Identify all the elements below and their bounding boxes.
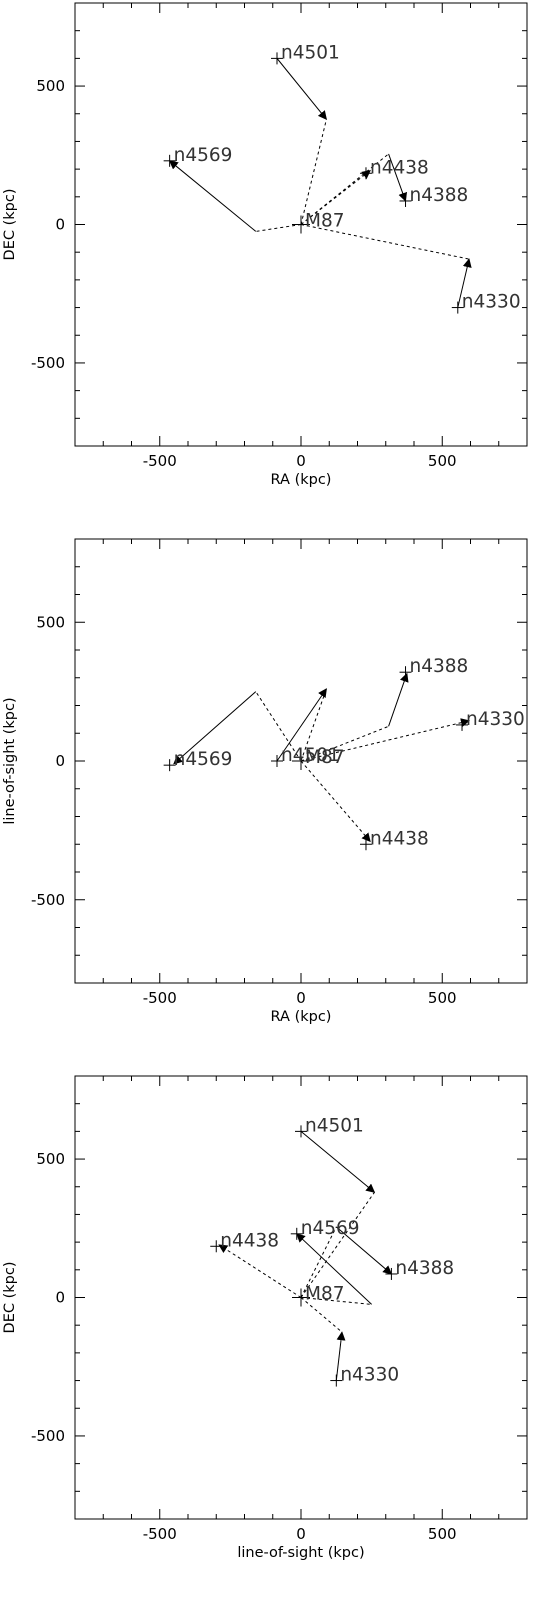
y-tick-label: 0 [55,752,65,770]
velocity-arrow [388,672,409,727]
galaxy-marker-n4501 [270,755,283,767]
velocity-arrow [300,1130,376,1193]
x-axis-title: RA (kpc) [271,472,332,488]
galaxy-marker-n4330 [330,1374,343,1387]
dashed-vector [300,169,371,225]
velocity-arrow [276,688,327,762]
dashed-vector [300,224,470,260]
x-axis-title: RA (kpc) [271,1009,332,1025]
panel-1: -500 0 500 -500 0 500 RA (kpc) DEC (kpc) M87 n450… [2,2,528,488]
galaxy-label: n4501 [281,745,340,766]
galaxy-marker-n4569 [163,154,176,167]
velocity-arrow [335,1226,393,1275]
galaxy-marker-M87 [292,215,310,234]
galaxy-label: n4438 [220,1230,279,1251]
galaxy-label: n4388 [410,656,469,677]
x-tick-label: -500 [143,1525,177,1543]
galaxy-marker-n4438 [359,838,372,851]
galaxy-marker-n4569 [290,1227,303,1240]
dashed-vector [255,224,302,232]
galaxy-marker-n4330 [451,301,464,314]
x-tick-label: -500 [143,989,177,1007]
y-tick-label: -500 [31,1427,65,1445]
velocity-arrow [276,58,327,120]
galaxy-marker-n4388 [399,194,412,207]
y-tick-label: 0 [55,216,65,234]
galaxy-label: M87 [305,211,345,232]
y-tick-label: 500 [36,1150,65,1168]
velocity-arrow [335,1331,346,1381]
galaxy-label: n4569 [174,145,233,166]
velocity-arrow [457,258,472,308]
dashed-vector [300,718,470,762]
galaxy-marker-n4501 [295,1125,307,1138]
galaxy-marker-n4569 [163,759,176,772]
galaxy-label: M87 [305,747,345,768]
galaxy-label: n4501 [281,42,340,63]
y-axis-title: line-of-sight (kpc) [2,697,18,824]
x-axis-title: line-of-sight (kpc) [237,1545,364,1561]
x-tick-label: 0 [296,1525,306,1543]
galaxy-label: n4330 [462,292,521,313]
galaxy-label: M87 [305,1284,345,1305]
galaxy-marker-n4501 [270,52,283,65]
galaxy-label: n4569 [301,1218,360,1239]
galaxy-marker-n4388 [399,666,412,679]
galaxy-label: n4501 [305,1115,364,1136]
y-tick-label: -500 [31,891,65,909]
panel-2: -500 0 500 -500 0 500 RA (kpc) line-of-sight (k… [2,538,528,1025]
dashed-vector [300,1192,375,1298]
x-tick-label: 0 [296,989,306,1007]
dashed-vector [255,691,302,762]
dashed-vector [300,760,371,843]
galaxy-label: n4388 [410,185,469,206]
x-tick-label: 500 [428,989,457,1007]
velocity-arrow [168,160,257,232]
galaxy-marker-M87 [292,752,310,770]
y-tick-label: -500 [31,354,65,372]
y-axis-title: DEC (kpc) [2,189,18,261]
x-tick-label: -500 [143,452,177,470]
galaxy-label: n4569 [174,749,233,770]
galaxy-label: n4388 [395,1258,454,1279]
velocity-arrow [388,153,408,202]
panel-3: -500 0 500 -500 0 500 line-of-sight (kpc) DEC (… [2,1075,528,1561]
galaxy-label: n4438 [370,828,429,849]
velocity-arrow [296,1233,372,1305]
dashed-vector [300,1226,337,1298]
galaxy-marker-M87 [292,1288,310,1307]
dashed-vector [218,1244,302,1298]
dashed-vector [300,119,327,225]
dashed-vector [300,1297,343,1333]
dashed-vector [300,725,389,762]
galaxy-label: n4438 [370,157,429,178]
x-tick-label: 500 [428,452,457,470]
x-tick-label: 500 [428,1525,457,1543]
galaxy-marker-n4438 [210,1240,223,1253]
velocity-arrow [173,691,257,765]
y-axis-title: DEC (kpc) [2,1262,18,1334]
dashed-vector [300,688,327,762]
galaxy-marker-n4330 [456,718,469,731]
y-tick-label: 500 [36,77,65,95]
galaxy-marker-n4438 [359,167,372,180]
galaxy-label: n4330 [340,1365,399,1386]
galaxy-label: n4330 [466,709,525,730]
y-tick-label: 500 [36,613,65,631]
x-tick-label: 0 [296,452,306,470]
galaxy-marker-n4388 [385,1267,398,1280]
y-tick-label: 0 [55,1289,65,1307]
